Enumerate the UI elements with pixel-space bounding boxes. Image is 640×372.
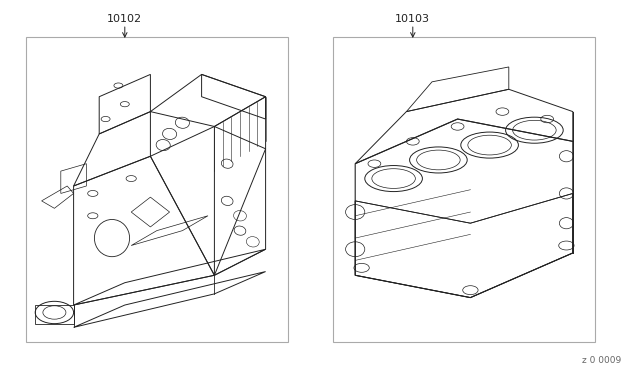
Text: 10102: 10102 xyxy=(108,14,142,24)
Bar xyxy=(333,37,595,342)
Bar xyxy=(26,37,288,342)
Text: z 0 0009: z 0 0009 xyxy=(582,356,621,365)
Text: 10103: 10103 xyxy=(396,14,430,24)
